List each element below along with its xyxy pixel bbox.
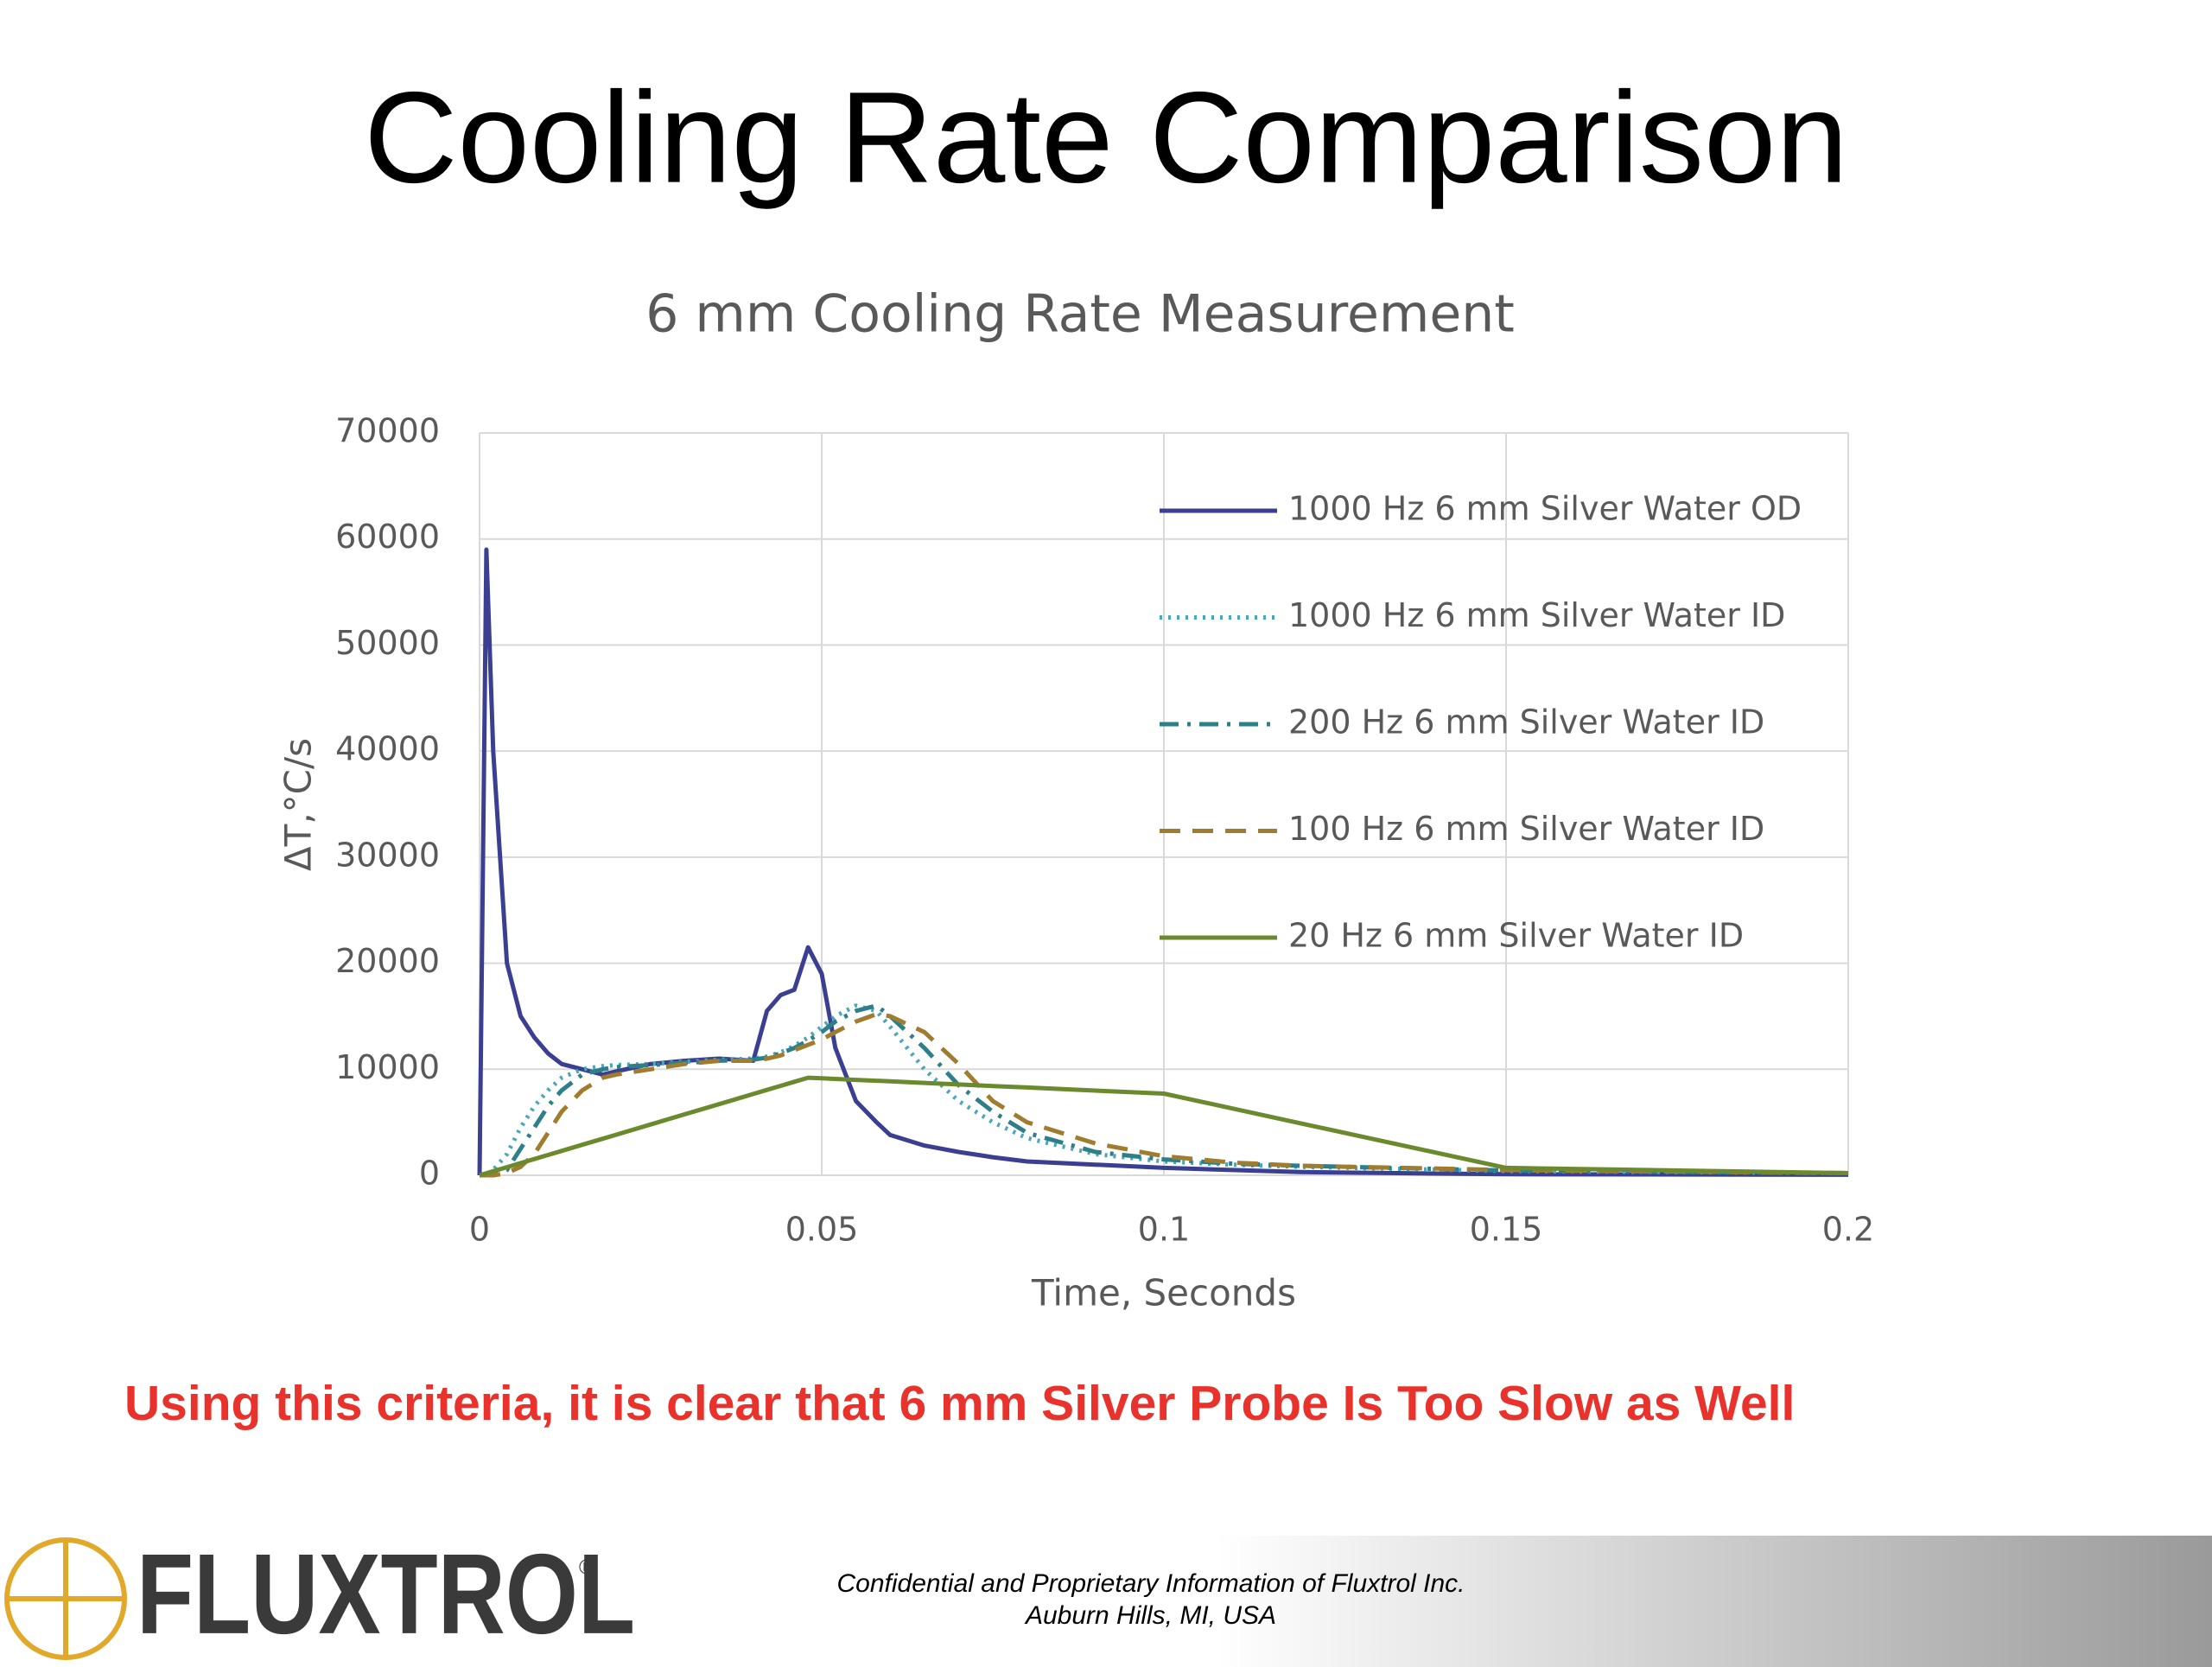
line-series <box>480 1012 1849 1178</box>
y-tick-label: 0 <box>419 1155 440 1193</box>
x-tick-label: 0.15 <box>1470 1211 1543 1249</box>
legend-label: 200 Hz 6 mm Silver Water ID <box>1288 703 1764 741</box>
footer-line: Confidential and Proprietary Information… <box>836 1569 1465 1598</box>
logo-mark: ® <box>579 1556 594 1579</box>
y-tick-label: 60000 <box>335 518 440 556</box>
x-tick-label: 0.1 <box>1138 1211 1190 1249</box>
chart-title: 6 mm Cooling Rate Measurement <box>645 284 1515 345</box>
y-tick-label: 30000 <box>335 836 440 874</box>
logo-text: FLUXTROL <box>137 1530 635 1658</box>
y-axis-label: ΔT,°C/s <box>277 738 320 871</box>
footer-line: Auburn Hills, MI, USA <box>1024 1601 1276 1630</box>
legend-label: 1000 Hz 6 mm Silver Water OD <box>1288 490 1802 528</box>
legend-label: 20 Hz 6 mm Silver Water ID <box>1288 917 1744 955</box>
x-axis-label: Time, Seconds <box>1031 1272 1296 1314</box>
legend-label: 1000 Hz 6 mm Silver Water ID <box>1288 596 1785 634</box>
y-tick-label: 40000 <box>335 730 440 768</box>
legend-label: 100 Hz 6 mm Silver Water ID <box>1288 810 1764 848</box>
slide-title: Cooling Rate Comparison <box>364 65 1848 210</box>
x-tick-label: 0.2 <box>1822 1211 1874 1249</box>
y-tick-label: 20000 <box>335 942 440 980</box>
line-series <box>477 547 1849 1177</box>
line-series <box>480 1003 1849 1178</box>
y-tick-label: 50000 <box>335 624 440 662</box>
y-tick-label: 10000 <box>335 1048 440 1086</box>
y-tick-label: 70000 <box>335 412 440 450</box>
logo-icon <box>4 1537 127 1660</box>
x-tick-label: 0 <box>469 1211 490 1249</box>
caption: Using this criteria, it is clear that 6 … <box>124 1376 1795 1431</box>
footer-band <box>0 1536 2212 1667</box>
x-tick-label: 0.05 <box>785 1211 859 1249</box>
line-series <box>479 1075 1849 1178</box>
